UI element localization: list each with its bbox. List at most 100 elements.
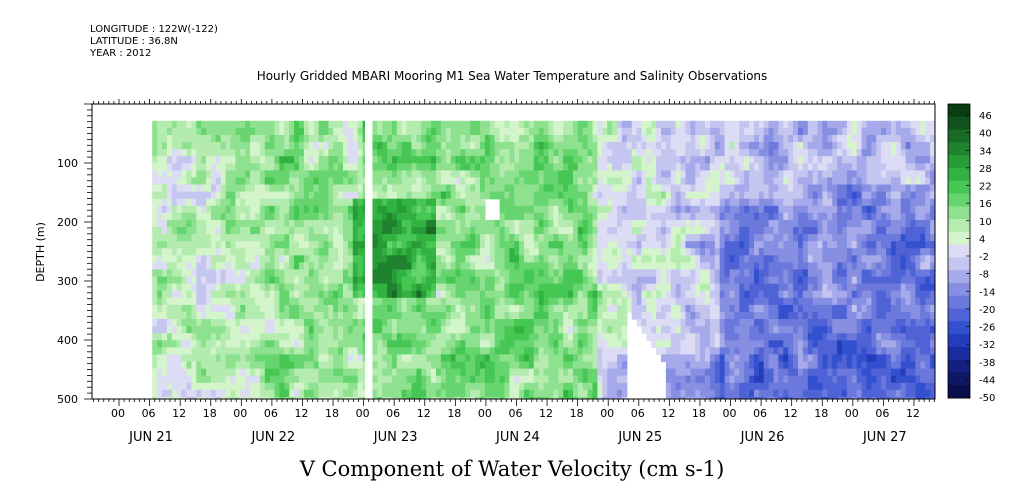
heat-cell <box>661 340 667 348</box>
heat-cell <box>176 149 183 157</box>
heat-cell <box>607 312 613 320</box>
heat-cell <box>440 396 447 399</box>
heat-cell <box>392 149 398 157</box>
heat-cell <box>665 219 672 228</box>
heat-cell <box>470 234 476 242</box>
heat-cell <box>768 304 775 313</box>
heat-cell <box>470 219 476 228</box>
heat-cell <box>284 212 290 221</box>
heat-cell <box>333 368 339 377</box>
heat-cell <box>347 382 354 391</box>
heat-cell <box>528 340 535 348</box>
heat-cell <box>592 170 598 179</box>
heat-cell <box>573 163 579 171</box>
heat-cell <box>171 120 178 129</box>
heat-cell <box>176 276 183 285</box>
heat-cell <box>734 177 740 186</box>
heat-cell <box>347 135 354 143</box>
heat-cell <box>670 283 677 292</box>
heat-cell <box>665 142 672 150</box>
heat-cell <box>509 135 515 143</box>
heat-cell <box>406 319 413 327</box>
heat-cell <box>206 262 212 271</box>
heat-cell <box>646 177 652 186</box>
heat-cell <box>323 191 329 200</box>
heat-cell <box>480 135 486 143</box>
heat-cell <box>162 396 168 399</box>
heat-cell <box>690 304 696 313</box>
heat-cell <box>206 361 212 370</box>
heat-cell <box>357 219 364 228</box>
heat-cell <box>617 347 623 356</box>
heat-cell <box>714 205 721 214</box>
heat-cell <box>573 347 579 356</box>
heat-cell <box>274 127 280 136</box>
heat-cell <box>700 177 706 186</box>
heat-cell <box>709 297 716 306</box>
heat-cell <box>543 368 550 377</box>
heat-cell <box>519 163 525 171</box>
heat-cell <box>347 283 354 292</box>
heat-cell <box>382 333 388 341</box>
heat-cell <box>323 120 329 129</box>
heat-cell <box>563 149 569 157</box>
heat-cell <box>328 333 334 341</box>
heat-cell <box>220 276 227 285</box>
heat-cell <box>587 340 594 348</box>
heat-cell <box>274 297 280 306</box>
heat-cell <box>553 135 559 143</box>
heat-cell <box>284 354 290 363</box>
heat-cell <box>166 142 173 150</box>
heat-cell <box>440 120 447 129</box>
heat-cell <box>328 227 334 235</box>
heat-cell <box>406 241 413 249</box>
heat-cell <box>313 163 320 171</box>
heat-cell <box>416 382 422 391</box>
heat-cell <box>680 283 687 292</box>
heat-cell <box>592 354 598 363</box>
heat-cell <box>396 283 403 292</box>
heat-cell <box>754 227 760 235</box>
heat-cell <box>612 333 618 341</box>
heat-cell <box>548 361 554 370</box>
heat-cell <box>700 219 706 228</box>
heat-cell <box>210 234 217 242</box>
heat-cell <box>646 297 652 306</box>
heat-cell <box>700 234 706 242</box>
heat-cell <box>758 283 765 292</box>
heat-cell <box>411 227 417 235</box>
heat-cell <box>533 382 540 391</box>
heat-cell <box>465 120 471 129</box>
heat-cell <box>338 368 344 377</box>
heat-cell <box>416 389 422 398</box>
heat-cell <box>548 333 554 341</box>
heat-cell <box>607 340 613 348</box>
heat-cell <box>240 227 246 235</box>
heat-cell <box>729 340 735 348</box>
heat-cell <box>343 326 349 334</box>
heat-cell <box>347 184 354 193</box>
heat-cell <box>289 276 295 285</box>
heat-cell <box>333 177 339 186</box>
heat-cell <box>152 283 158 292</box>
heat-cell <box>592 212 598 221</box>
heat-cell <box>763 396 770 399</box>
heat-cell <box>240 120 246 129</box>
heat-cell <box>431 142 437 150</box>
heat-cell <box>421 135 427 143</box>
heat-cell <box>719 135 726 143</box>
heat-cell <box>392 340 398 348</box>
heat-cell <box>240 127 246 136</box>
heat-cell <box>519 191 525 200</box>
heat-cell <box>264 297 271 306</box>
heat-cell <box>215 163 222 171</box>
heat-cell <box>607 354 613 363</box>
heat-cell <box>303 149 310 157</box>
heat-cell <box>264 354 271 363</box>
heat-cell <box>333 163 339 171</box>
heat-cell <box>215 347 222 356</box>
heat-cell <box>347 170 354 179</box>
heat-cell <box>196 170 202 179</box>
heat-cell <box>543 361 550 370</box>
heat-cell <box>528 368 535 377</box>
